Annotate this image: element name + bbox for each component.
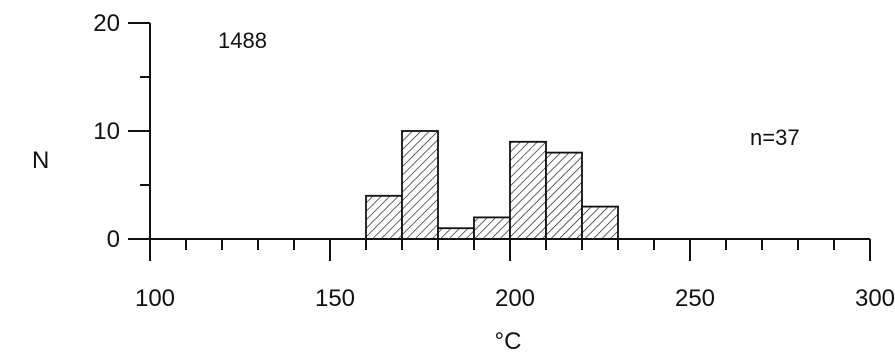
y-tick-label: 20 xyxy=(93,10,120,37)
histogram-bar-3 xyxy=(437,227,475,240)
histogram-bar-6 xyxy=(545,151,583,240)
histogram-bar-4 xyxy=(473,216,511,240)
x-tick-label: 150 xyxy=(315,285,355,312)
histogram-bars xyxy=(365,130,619,240)
x-axis-tick-labels: 100 150 200 250 300 xyxy=(135,285,895,312)
x-tick-label: 250 xyxy=(675,285,715,312)
histogram-bar-2 xyxy=(401,130,439,240)
sample-count-label: n=37 xyxy=(750,125,800,150)
histogram-bar-7 xyxy=(581,205,619,240)
histogram-bar-1 xyxy=(365,194,403,240)
y-axis-tick-labels: 0 10 20 xyxy=(93,10,120,253)
y-tick-label: 10 xyxy=(93,118,120,145)
x-axis-title: °C xyxy=(495,328,522,355)
histogram-bar-5 xyxy=(509,140,547,240)
x-tick-label: 100 xyxy=(135,285,175,312)
y-axis-ticks xyxy=(128,22,150,240)
sample-id-label: 1488 xyxy=(218,28,267,53)
x-axis-ticks xyxy=(149,239,871,261)
y-axis-title: N xyxy=(32,147,49,174)
y-tick-label: 0 xyxy=(107,226,120,253)
x-tick-label: 300 xyxy=(855,285,895,312)
x-tick-label: 200 xyxy=(495,285,535,312)
